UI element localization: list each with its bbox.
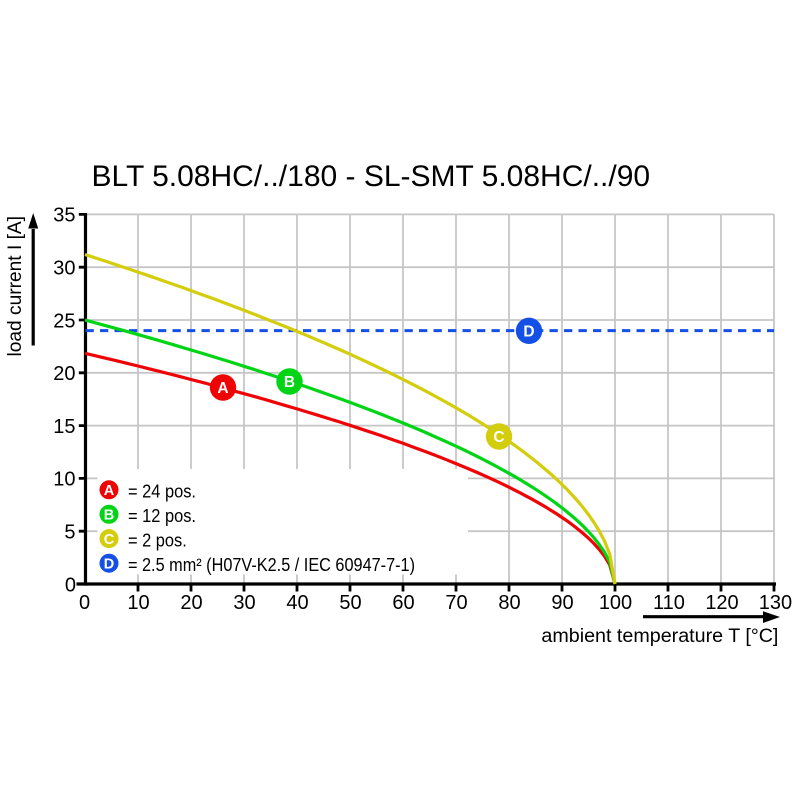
svg-text:B: B bbox=[284, 374, 295, 391]
svg-text:120: 120 bbox=[705, 592, 738, 614]
svg-text:= 2 pos.: = 2 pos. bbox=[128, 530, 187, 550]
svg-text:15: 15 bbox=[53, 416, 75, 438]
svg-text:= 24 pos.: = 24 pos. bbox=[128, 482, 196, 502]
svg-text:60: 60 bbox=[392, 592, 414, 614]
svg-text:B: B bbox=[104, 508, 114, 524]
svg-text:130: 130 bbox=[759, 592, 792, 614]
svg-text:40: 40 bbox=[286, 592, 308, 614]
svg-text:100: 100 bbox=[599, 592, 632, 614]
svg-text:A: A bbox=[217, 380, 228, 397]
svg-text:80: 80 bbox=[498, 592, 520, 614]
svg-text:5: 5 bbox=[64, 522, 75, 544]
svg-text:0: 0 bbox=[65, 574, 76, 596]
svg-text:30: 30 bbox=[53, 258, 75, 280]
svg-text:20: 20 bbox=[53, 363, 75, 385]
svg-text:= 2.5 mm² (H07V-K2.5 / IEC 609: = 2.5 mm² (H07V-K2.5 / IEC 60947-7-1) bbox=[128, 555, 415, 575]
svg-text:D: D bbox=[104, 556, 114, 572]
svg-text:C: C bbox=[493, 429, 504, 446]
svg-text:A: A bbox=[104, 483, 115, 499]
svg-text:30: 30 bbox=[233, 592, 255, 614]
svg-text:0: 0 bbox=[79, 592, 90, 614]
svg-text:20: 20 bbox=[180, 592, 202, 614]
svg-text:10: 10 bbox=[53, 469, 75, 491]
svg-text:10: 10 bbox=[127, 592, 149, 614]
svg-text:35: 35 bbox=[53, 205, 75, 227]
svg-text:D: D bbox=[523, 323, 534, 340]
svg-text:load current I [A]: load current I [A] bbox=[5, 216, 26, 357]
svg-text:50: 50 bbox=[339, 592, 361, 614]
svg-text:ambient temperature T [°C]: ambient temperature T [°C] bbox=[541, 626, 778, 647]
svg-text:BLT 5.08HC/../180 - SL-SMT 5.0: BLT 5.08HC/../180 - SL-SMT 5.08HC/../90 bbox=[92, 160, 651, 193]
svg-text:= 12 pos.: = 12 pos. bbox=[128, 506, 196, 526]
svg-text:110: 110 bbox=[653, 592, 685, 614]
svg-text:70: 70 bbox=[445, 592, 467, 614]
svg-text:90: 90 bbox=[551, 592, 573, 614]
svg-text:25: 25 bbox=[53, 310, 75, 332]
svg-text:C: C bbox=[104, 532, 115, 548]
